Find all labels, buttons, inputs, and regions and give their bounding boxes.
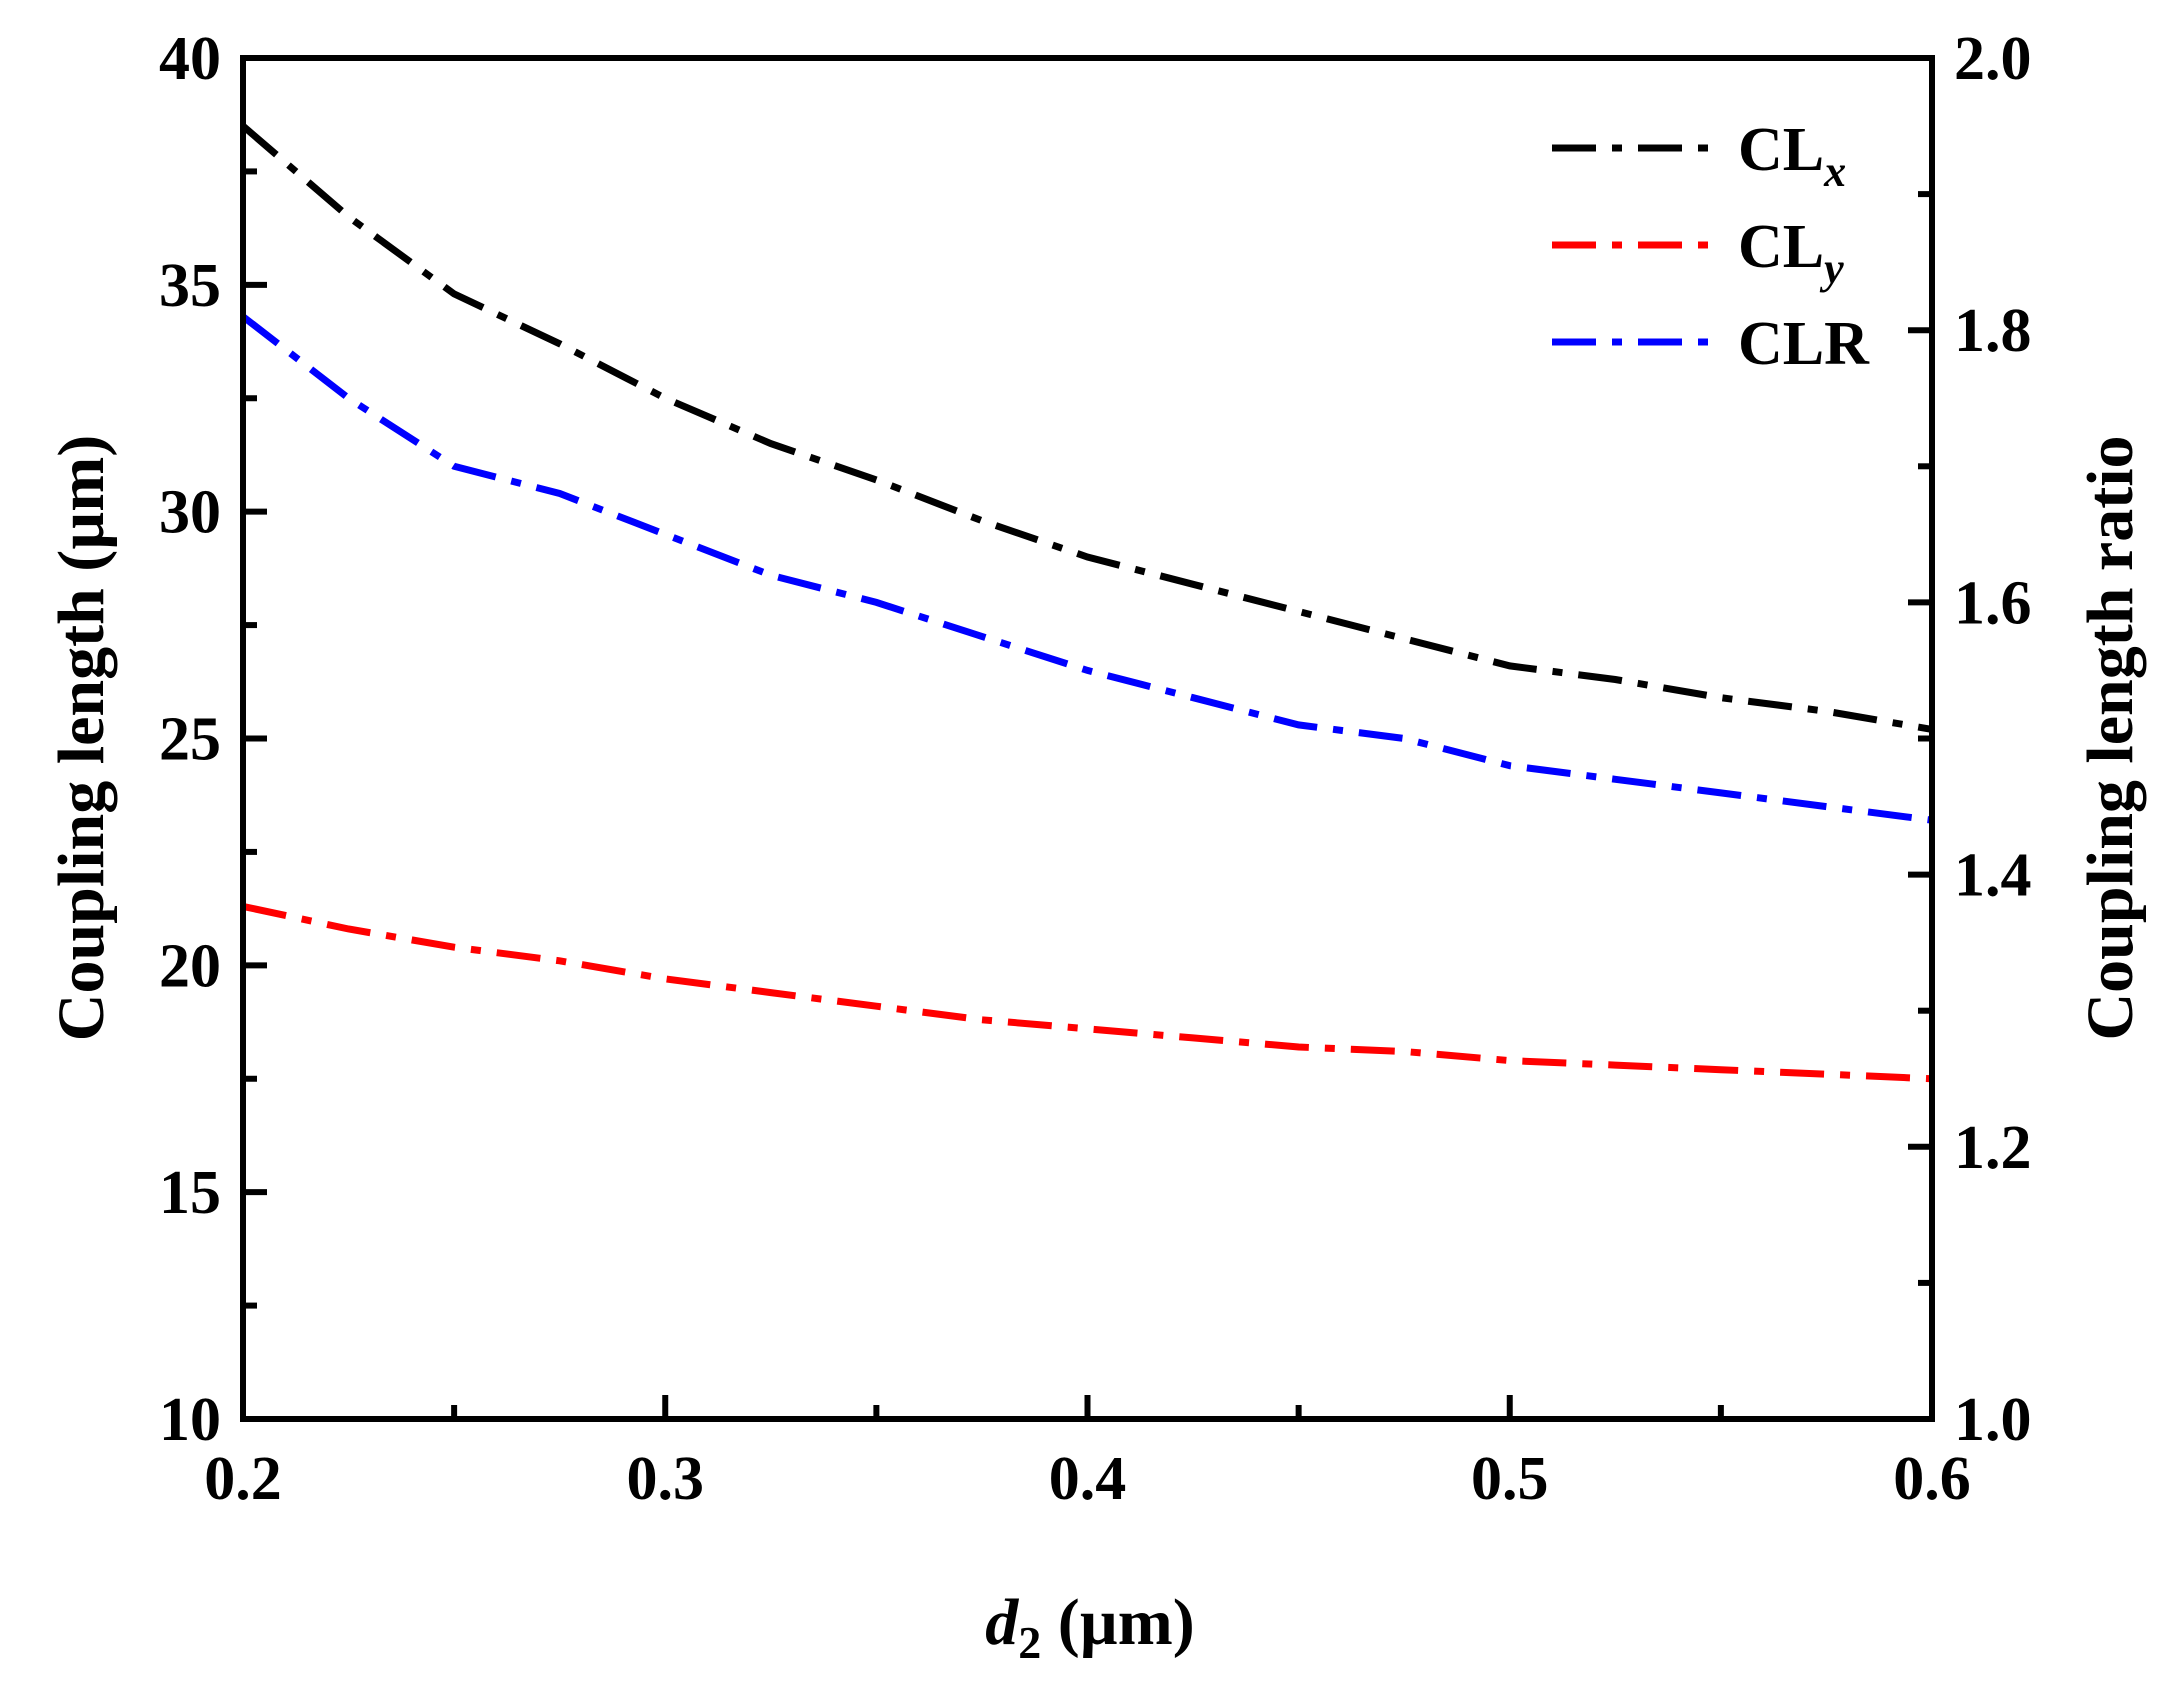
y2-tick-label: 1.4 (1954, 842, 2032, 910)
series-line-cly (242, 902, 1933, 1083)
y2-axis-title: Coupling length ratio (2074, 435, 2147, 1040)
series-line-clx (240, 123, 1933, 733)
x-axis-title-subscript: 2 (1018, 1617, 1041, 1668)
y-tick-label: 20 (159, 932, 221, 1000)
x-axis-title: d2 (µm) (985, 1586, 1194, 1668)
y-tick-label: 25 (159, 706, 221, 774)
x-axis-title-unit: (µm) (1041, 1586, 1194, 1659)
y-tick-label: 10 (159, 1386, 221, 1454)
y-tick-label: 35 (159, 252, 221, 320)
x-tick-label: 0.3 (627, 1445, 705, 1513)
y2-tick-label: 1.0 (1954, 1386, 2032, 1454)
y-tick-label: 40 (159, 25, 221, 93)
x-tick-label: 0.5 (1471, 1445, 1549, 1513)
x-tick-label: 0.6 (1893, 1445, 1971, 1513)
x-tick-label: 0.2 (204, 1445, 282, 1513)
y2-tick-label: 1.8 (1954, 297, 2032, 365)
ticks-layer: 0.2 0.3 0.4 0.5 0.6 10 15 20 25 30 35 40 1.0 1.2 1.4 1.… (159, 25, 2032, 1513)
x-tick-label: 0.4 (1049, 1445, 1127, 1513)
legend-label-clr: CLR (1738, 310, 1870, 378)
legend-label-cly: CLy (1738, 213, 1844, 293)
y2-tick-label: 1.2 (1954, 1114, 2032, 1182)
series-layer (240, 123, 1933, 1083)
x-axis-title-variable: d (985, 1586, 1019, 1659)
legend-label-clx: CLx (1738, 116, 1846, 196)
y-tick-label: 30 (159, 479, 221, 547)
y-tick-label: 15 (159, 1159, 221, 1227)
plot-frame (240, 55, 1935, 1422)
y2-tick-label: 2.0 (1954, 25, 2032, 93)
y2-tick-label: 1.6 (1954, 569, 2032, 637)
series-line-clr (240, 313, 1933, 824)
legend: CLx CLy CLR (1552, 116, 1870, 378)
y-axis-title: Coupling length (µm) (45, 435, 118, 1041)
